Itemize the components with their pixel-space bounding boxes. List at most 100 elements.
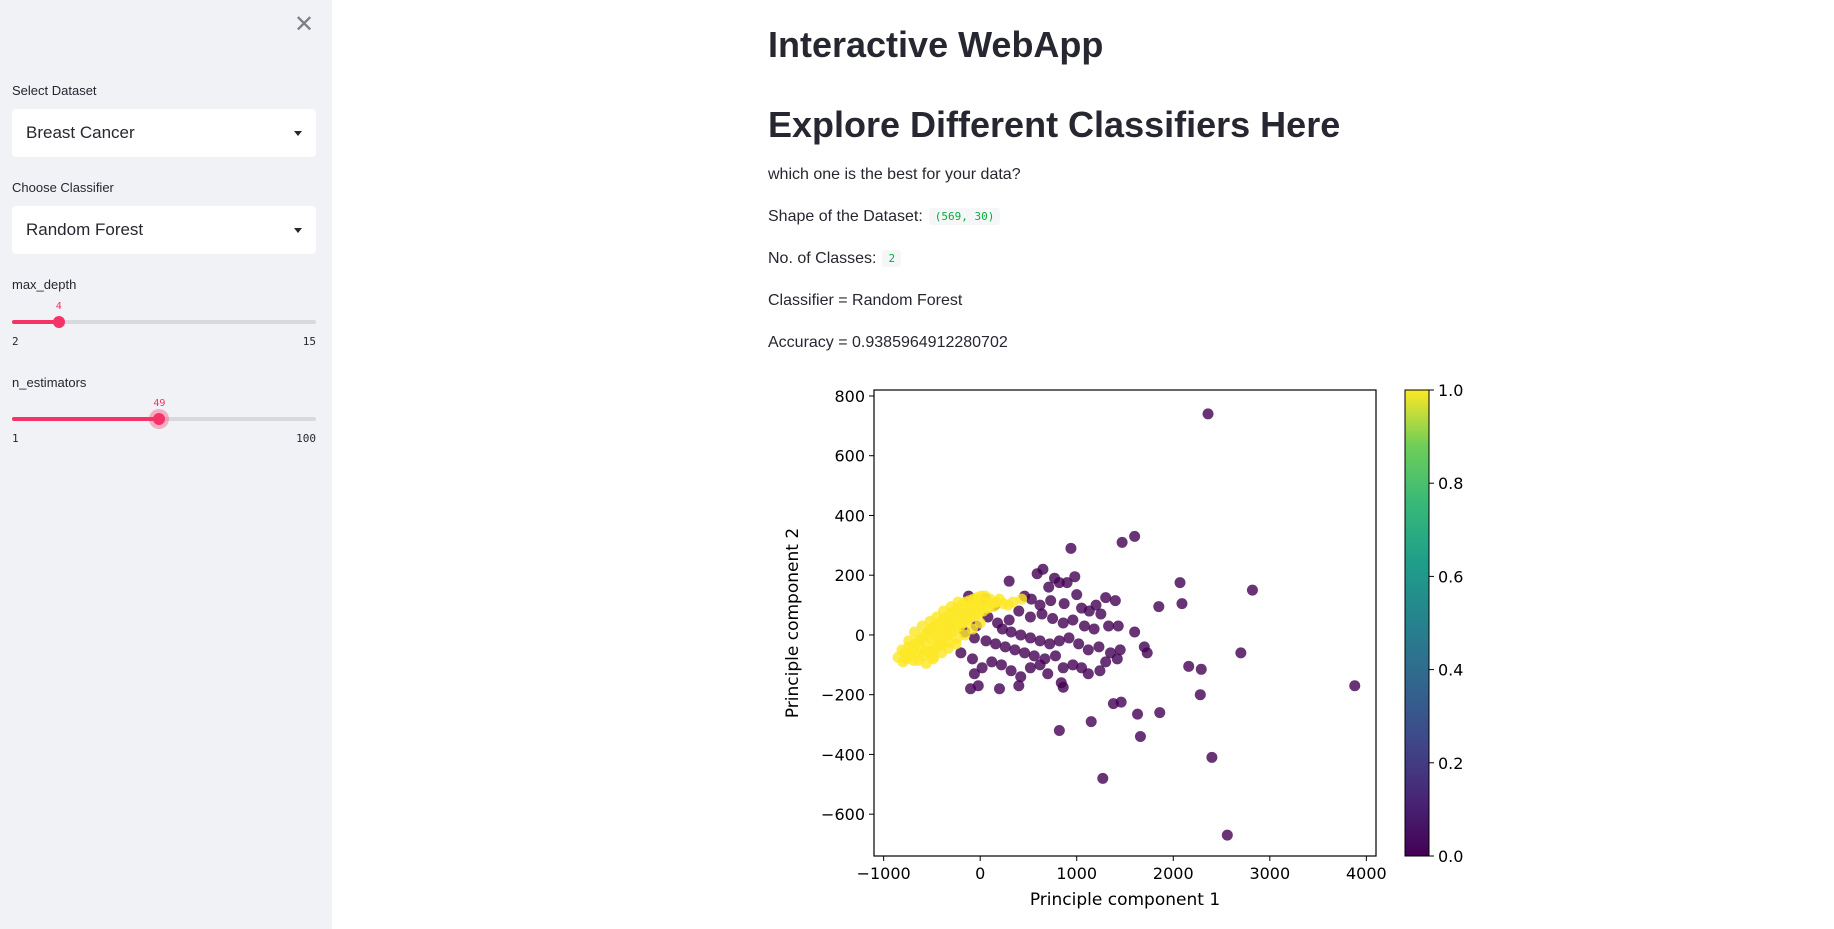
scatter-point bbox=[903, 635, 915, 647]
scatter-point bbox=[1097, 772, 1109, 784]
scatter-point bbox=[990, 638, 1002, 650]
y-tick-label: −400 bbox=[821, 745, 865, 764]
scatter-point bbox=[1003, 614, 1015, 626]
scatter-point bbox=[1067, 614, 1079, 626]
colorbar-tick-label: 0.4 bbox=[1438, 661, 1463, 680]
y-tick-label: 400 bbox=[834, 506, 865, 525]
scatter-point bbox=[1095, 608, 1107, 620]
classifier-select-label: Choose Classifier bbox=[12, 180, 114, 195]
question-text: which one is the best for your data? bbox=[768, 166, 1021, 183]
scatter-point bbox=[1024, 662, 1036, 674]
scatter-point bbox=[986, 656, 998, 668]
x-tick-label: 3000 bbox=[1249, 864, 1290, 883]
scatter-point bbox=[1153, 601, 1165, 613]
scatter-point bbox=[1019, 647, 1031, 659]
accuracy-text: Accuracy = 0.9385964912280702 bbox=[768, 334, 1008, 351]
dataset-select[interactable]: Breast Cancer bbox=[12, 109, 316, 157]
scatter-point bbox=[1100, 656, 1112, 668]
scatter-point bbox=[1109, 595, 1121, 607]
y-tick-label: 200 bbox=[834, 566, 865, 585]
scatter-point bbox=[950, 638, 962, 650]
scatter-point bbox=[1116, 536, 1128, 548]
y-tick-label: −200 bbox=[821, 686, 865, 705]
scatter-point bbox=[972, 680, 984, 692]
page-title: Interactive WebApp bbox=[768, 24, 1104, 65]
colorbar bbox=[1404, 389, 1430, 857]
caret-down-icon bbox=[294, 130, 302, 136]
scatter-point bbox=[1103, 620, 1115, 632]
scatter-point bbox=[1057, 681, 1069, 693]
n-estimators-slider[interactable]: 49 bbox=[12, 398, 316, 433]
pca-scatter-plot: −1000 0 1000 2000 3000 4000 −600 −400 −200 0 200 40… bbox=[783, 381, 1463, 910]
scatter-point bbox=[1034, 659, 1046, 671]
scatter-point bbox=[1005, 665, 1017, 677]
scatter-point bbox=[1034, 635, 1046, 647]
slider-min: 1 bbox=[12, 432, 19, 445]
scatter-point bbox=[1078, 620, 1090, 632]
slider-fill bbox=[12, 320, 59, 324]
slider-value: 4 bbox=[55, 301, 62, 312]
scatter-point bbox=[1100, 592, 1112, 604]
scatter-point bbox=[1194, 689, 1206, 701]
scatter-point bbox=[1015, 671, 1027, 683]
scatter-point bbox=[1024, 611, 1036, 623]
scatter-point bbox=[974, 617, 986, 629]
y-tick-label: 800 bbox=[834, 387, 865, 406]
scatter-point bbox=[1183, 660, 1195, 672]
scatter-point bbox=[1195, 663, 1207, 675]
scatter-point bbox=[1132, 708, 1144, 720]
scatter-point bbox=[1013, 605, 1025, 617]
scatter-point bbox=[1049, 650, 1061, 662]
scatter-point bbox=[1085, 716, 1097, 728]
slider-thumb[interactable] bbox=[153, 413, 166, 425]
scatter-point bbox=[1053, 635, 1065, 647]
page-subtitle: Explore Different Classifiers Here bbox=[768, 104, 1341, 145]
y-axis-label: Principle component 2 bbox=[783, 528, 803, 718]
classes-line: No. of Classes: 2 bbox=[768, 250, 902, 268]
scatter-point bbox=[1174, 577, 1186, 589]
scatter-point bbox=[1071, 589, 1083, 601]
max-depth-range: 2 15 bbox=[12, 335, 316, 349]
scatter-point bbox=[920, 657, 932, 669]
scatter-point bbox=[1003, 575, 1015, 587]
scatter-point bbox=[1031, 568, 1043, 580]
shape-label: Shape of the Dataset: bbox=[768, 208, 923, 225]
sidebar: ✕ Select Dataset Breast Cancer Choose Cl… bbox=[0, 0, 332, 929]
scatter-point bbox=[1114, 644, 1126, 656]
classes-label: No. of Classes: bbox=[768, 250, 877, 267]
x-tick-label: 0 bbox=[975, 864, 985, 883]
y-tick-label: 600 bbox=[834, 447, 865, 466]
scatter-point bbox=[1076, 662, 1088, 674]
scatter-point bbox=[1047, 613, 1059, 625]
n-estimators-range: 1 100 bbox=[12, 432, 316, 446]
plot-frame bbox=[873, 389, 1377, 857]
colorbar-tick-label: 0.6 bbox=[1438, 567, 1463, 586]
scatter-point bbox=[976, 662, 988, 674]
scatter-point bbox=[1349, 680, 1361, 692]
colorbar-tick-label: 1.0 bbox=[1438, 381, 1463, 400]
scatter-point bbox=[1093, 641, 1105, 653]
slider-fill bbox=[12, 417, 160, 421]
scatter-point bbox=[1045, 595, 1057, 607]
slider-max: 100 bbox=[296, 432, 316, 445]
slider-thumb[interactable] bbox=[52, 316, 65, 328]
dataset-select-label: Select Dataset bbox=[12, 83, 97, 98]
scatter-point bbox=[1009, 644, 1021, 656]
colorbar-tick-label: 0.2 bbox=[1438, 754, 1463, 773]
scatter-point bbox=[966, 653, 978, 665]
colorbar-tick-label: 0.8 bbox=[1438, 474, 1463, 493]
scatter-point bbox=[1112, 620, 1124, 632]
scatter-point bbox=[1141, 647, 1153, 659]
scatter-point bbox=[968, 632, 980, 644]
scatter-point bbox=[1088, 623, 1100, 635]
scatter-point bbox=[1129, 626, 1141, 638]
max-depth-slider[interactable]: 4 bbox=[12, 301, 316, 336]
scatter-point bbox=[1025, 593, 1037, 605]
classifier-text: Classifier = Random Forest bbox=[768, 292, 963, 309]
close-icon[interactable]: ✕ bbox=[293, 10, 315, 38]
scatter-point bbox=[1058, 598, 1070, 610]
classifier-select[interactable]: Random Forest bbox=[12, 206, 316, 254]
scatter-point bbox=[1028, 650, 1040, 662]
x-axis-label: Principle component 1 bbox=[1030, 890, 1220, 910]
shape-line: Shape of the Dataset: (569, 30) bbox=[768, 208, 1001, 226]
